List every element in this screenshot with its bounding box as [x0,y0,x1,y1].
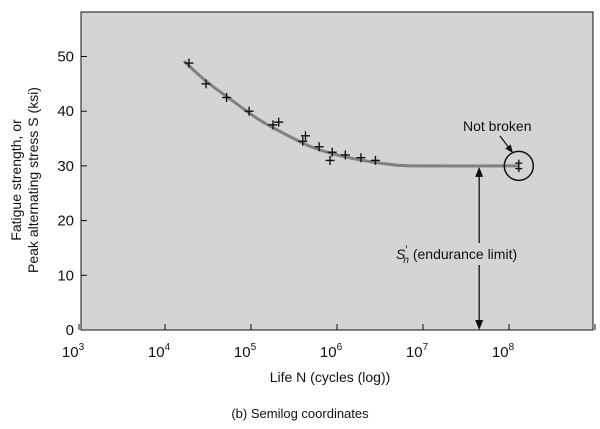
not-broken-arrow [499,135,514,154]
endurance-subscript: n [403,255,409,266]
x-tick-base: 10 [406,344,423,361]
x-tick-label: 107 [406,342,429,361]
y-tick-group: 0 10 20 30 40 50 [57,49,87,339]
x-tick-exponent: 3 [79,342,85,353]
endurance-symbol: S [396,246,406,262]
not-broken-label: Not broken [463,118,531,134]
x-tick-base: 10 [234,344,251,361]
data-point [201,79,211,89]
x-tick-exponent: 5 [251,342,257,353]
x-axis-label: Life N (cycles (log)) [270,369,391,385]
x-tick-exponent: 6 [337,342,343,353]
runout-points [515,159,523,173]
x-tick-base: 10 [492,344,509,361]
x-tick-base: 10 [62,344,79,361]
x-tick-exponent: 8 [509,342,515,353]
endurance-label-background [392,243,552,265]
x-tick-label: 104 [148,342,171,361]
y-tick-label: 20 [57,213,74,230]
x-tick-label: 106 [320,342,343,361]
x-tick-label: 103 [62,342,85,361]
data-point [222,93,232,103]
y-tick-label: 50 [57,49,74,66]
y-tick-label: 30 [57,158,74,175]
data-point [325,155,335,165]
data-point [244,106,254,116]
data-point [184,58,194,68]
x-tick-label: 105 [234,342,257,361]
y-axis-label-line2: Peak alternating stress S (ksi) [25,87,41,273]
data-point [300,131,310,141]
x-tick-group: 103 104 105 106 107 108 [62,324,596,361]
y-tick-label: 40 [57,103,74,120]
endurance-arrow-head-up [475,166,484,177]
endurance-prime: ′ [405,244,407,256]
data-point [274,117,284,127]
data-point [268,120,278,130]
y-tick-label: 0 [66,322,74,339]
data-point [327,147,337,157]
endurance-limit-label: S′ n (endurance limit) [396,244,517,266]
chart-caption: (b) Semilog coordinates [231,406,369,421]
data-points [184,58,380,165]
x-tick-exponent: 7 [423,342,429,353]
x-tick-exponent: 4 [165,342,171,353]
endurance-arrow-head-down [475,320,484,330]
endurance-text: (endurance limit) [409,246,517,262]
x-tick-base: 10 [148,344,165,361]
runout-point [515,165,523,173]
data-point [314,142,324,152]
not-broken-circle [503,150,535,182]
x-tick-base: 10 [320,344,337,361]
plot-area [80,11,594,331]
y-tick-label: 10 [57,267,74,284]
data-point [356,153,366,163]
x-tick-label: 108 [492,342,515,361]
data-point [370,155,380,165]
data-point [340,150,350,160]
y-axis-label-line1: Fatigue strength, or [8,119,24,241]
data-point [298,136,308,146]
